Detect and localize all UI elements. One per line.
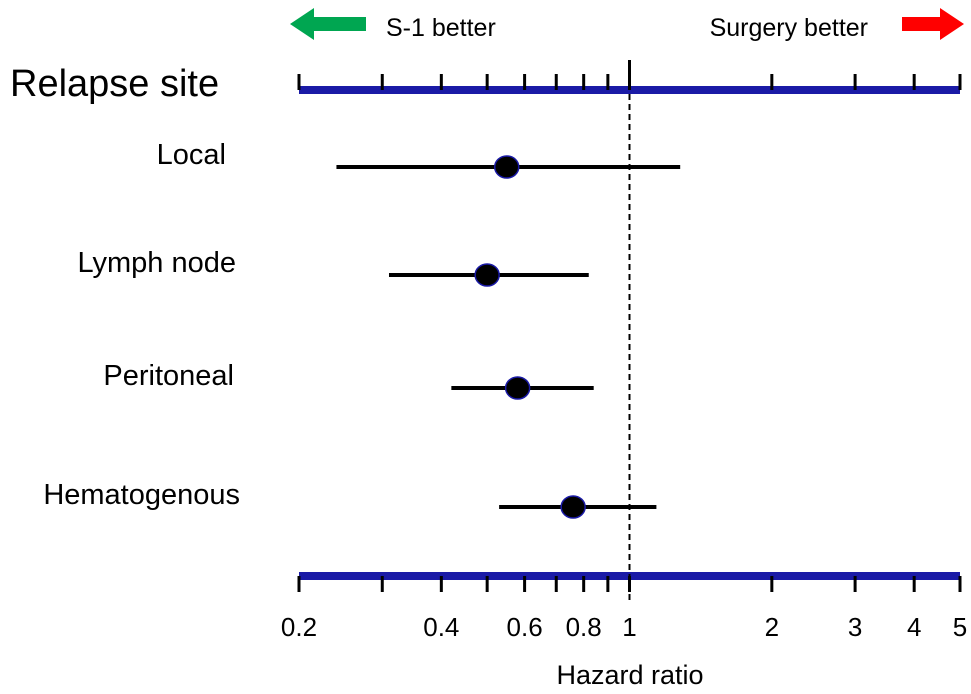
x-axis-label: Hazard ratio	[556, 660, 703, 690]
forest-rows: Local Lymph node Peritoneal Hematogenous	[43, 139, 681, 519]
hazard-ratio-point	[493, 155, 520, 179]
hazard-ratio-point	[504, 376, 531, 400]
x-tick-label: 1	[622, 612, 636, 642]
row-label: Lymph node	[77, 247, 236, 279]
row-label: Local	[157, 139, 226, 171]
top-axis-ticks	[297, 74, 962, 90]
x-tick-label: 0.8	[566, 612, 602, 642]
x-tick-label: 3	[848, 612, 862, 642]
x-tick-label: 0.2	[281, 612, 317, 642]
hazard-ratio-point	[560, 495, 586, 519]
x-tick-labels: 0.2 0.4 0.6 0.8 1 2 3 4 5	[281, 612, 967, 642]
left-direction-label: S-1 better	[386, 14, 496, 42]
hazard-ratio-point	[474, 263, 500, 287]
chart-title: Relapse site	[10, 63, 219, 105]
x-tick-label: 5	[953, 612, 967, 642]
x-tick-label: 0.4	[423, 612, 459, 642]
x-tick-label: 0.6	[507, 612, 543, 642]
right-arrow-icon	[902, 8, 964, 40]
right-direction-label: Surgery better	[710, 14, 868, 42]
row-label: Peritoneal	[103, 360, 234, 392]
x-tick-label: 4	[907, 612, 921, 642]
row-label: Hematogenous	[43, 479, 240, 511]
x-tick-label: 2	[765, 612, 779, 642]
left-arrow-icon	[290, 8, 366, 40]
